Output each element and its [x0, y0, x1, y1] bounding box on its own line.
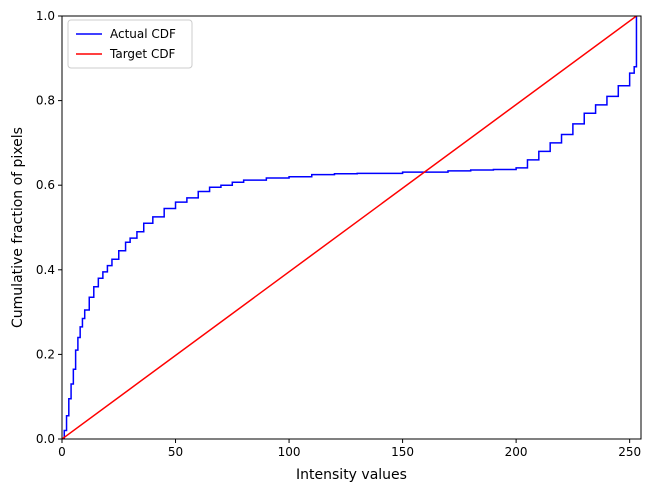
- legend: Actual CDF Target CDF: [67, 19, 193, 69]
- y-tick-label: 0.2: [36, 347, 55, 361]
- x-tick-label: 50: [168, 445, 183, 459]
- y-tick-label: 0.6: [36, 178, 55, 192]
- legend-label: Actual CDF: [110, 27, 176, 41]
- x-tick-label: 200: [505, 445, 528, 459]
- x-axis-label: Intensity values: [296, 467, 407, 483]
- x-tick-label: 100: [278, 445, 301, 459]
- x-tick-label: 0: [58, 445, 66, 459]
- axes: 0 50 100 150 200 250 0.0 0.2 0.4 0.6 0.8 1.0: [36, 9, 642, 459]
- legend-label: Target CDF: [109, 47, 176, 61]
- y-tick-label: 0.0: [36, 432, 55, 446]
- y-tick-label: 1.0: [36, 9, 55, 23]
- y-axis-label: Cumulative fraction of pixels: [10, 127, 26, 328]
- x-tick-label: 250: [618, 445, 641, 459]
- x-tick-label: 150: [391, 445, 414, 459]
- plot-area: [62, 16, 638, 439]
- series-line-target-cdf: [62, 16, 637, 439]
- plot-frame: [61, 15, 642, 440]
- legend-box: [67, 19, 193, 69]
- y-tick-label: 0.4: [36, 263, 55, 277]
- series-line-actual-cdf: [62, 16, 638, 439]
- y-tick-label: 0.8: [36, 94, 55, 108]
